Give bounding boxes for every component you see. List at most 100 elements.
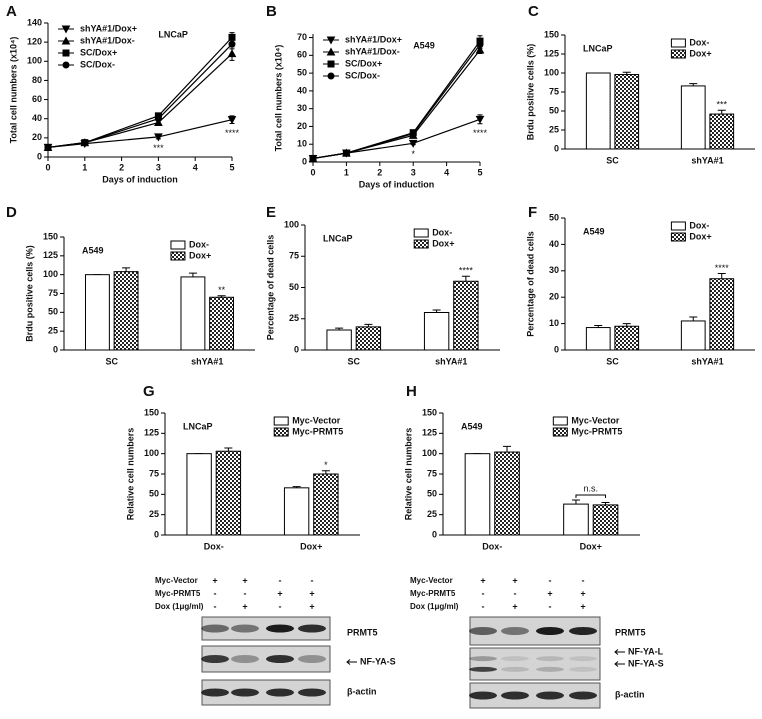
cell-line-label: A549 [583,226,605,236]
bar [585,327,611,351]
x-tick-label: SC [606,356,619,366]
x-tick-label: shYA#1 [435,356,467,366]
cell-line-label: LNCaP [158,29,188,39]
y-tick-label: 10 [549,318,559,328]
bar [326,329,352,351]
x-axis-label: Days of induction [102,174,178,184]
error-bar [188,272,197,277]
bar [494,451,520,536]
blot-sign: - [482,601,485,611]
legend-marker [62,61,70,69]
legend-label: Dox- [689,220,709,230]
blot-band [231,688,259,697]
y-tick-label: 40 [549,239,559,249]
blot-band [536,656,564,662]
y-tick-label: 25 [149,509,159,519]
legend-label: Dox+ [189,250,211,260]
y-tick-label: 0 [302,156,307,166]
blot-band [298,688,326,697]
blot-sign: + [512,601,517,611]
bar [585,72,611,150]
point [81,139,89,147]
blot-band-label: β-actin [615,689,645,699]
bar [453,280,479,351]
bar [215,450,242,536]
y-tick-label: 25 [549,124,559,134]
legend-label: SC/Dox- [345,70,380,80]
significance: **** [225,128,240,138]
y-tick-label: 20 [32,132,42,142]
blot-band-label: PRMT5 [347,627,378,637]
legend-swatch [552,416,568,426]
bar [709,113,735,150]
point [309,154,317,162]
blot-row-label: Myc-Vector [155,576,198,585]
error-bar [503,445,512,453]
panel-label: A [6,3,17,20]
blot-sign: - [582,575,585,585]
blot-sign: + [309,601,314,611]
y-tick-label: 75 [427,468,437,478]
x-tick-label: 4 [193,162,198,172]
y-tick-label: 100 [43,269,58,279]
point [154,115,162,123]
x-tick-label: 3 [411,167,416,177]
y-tick-label: 40 [297,85,307,95]
y-tick-label: 30 [549,265,559,275]
blot-band [569,656,597,662]
y-tick-label: 0 [554,143,559,153]
significance: * [411,149,415,159]
y-tick-label: 125 [144,428,159,438]
y-tick-label: 100 [27,56,42,66]
blot-row-label: Dox (1μg/ml) [410,602,459,611]
x-tick-label: Dox- [204,541,224,551]
blot-band [469,656,497,662]
series-line [312,44,481,160]
x-tick-label: 2 [377,167,382,177]
y-tick-label: 60 [297,50,307,60]
y-tick-label: 70 [297,32,307,42]
blot-band [469,666,497,672]
blot-sign: + [242,601,247,611]
y-tick-label: 125 [43,250,58,260]
y-tick-label: 20 [549,292,559,302]
legend-label: shYA#1/Dox- [345,46,400,56]
legend-label: Dox+ [432,238,454,248]
y-tick-label: 20 [297,121,307,131]
y-tick-label: 100 [544,67,559,77]
blot-sign: - [214,601,217,611]
bar [614,74,640,150]
significance: n.s. [583,483,598,493]
blot-sign: - [549,601,552,611]
point [154,117,163,127]
y-tick-label: 150 [43,231,58,241]
error-bar [122,267,131,272]
blot-band [569,691,597,700]
y-tick-label: 125 [544,48,559,58]
point [228,40,236,48]
arrow [614,649,625,655]
legend-swatch [413,239,429,249]
legend-marker [62,49,70,57]
y-tick-label: 50 [427,489,437,499]
bracket [575,494,607,499]
bar [423,312,450,351]
panel-label: G [143,383,155,400]
y-axis-label: Total cell numbers (x10⁴) [273,45,283,152]
y-tick-label: 100 [284,219,299,229]
legend-label: Dox- [432,227,452,237]
x-tick-label: Dox+ [580,541,602,551]
y-tick-label: 140 [27,17,42,27]
blot-band [201,624,229,633]
legend-label: shYA#1/Dox+ [345,34,402,44]
y-axis-label: Total cell numbers (x10⁴) [8,37,18,144]
legend-label: SC/Dox- [80,59,115,69]
x-tick-label: SC [606,155,619,165]
blot-row-label: Myc-PRMT5 [410,589,456,598]
y-tick-label: 25 [289,313,299,323]
cell-line-label: LNCaP [583,43,613,53]
x-tick-label: 1 [82,162,87,172]
y-tick-label: 125 [422,428,437,438]
y-tick-label: 50 [549,105,559,115]
legend-label: Dox+ [689,48,711,58]
